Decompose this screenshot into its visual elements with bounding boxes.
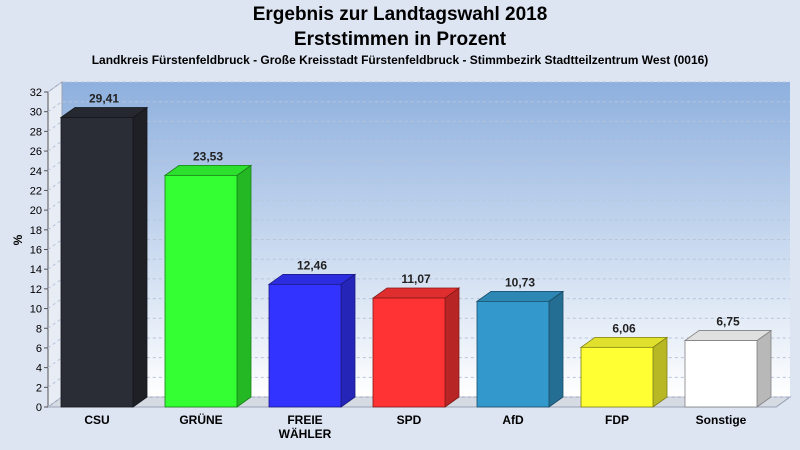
bar-side [444,287,460,408]
bar-top [683,330,773,341]
chart-title: Ergebnis zur Landtagswahl 2018 [252,4,548,25]
value-label: 6,75 [716,315,740,329]
bar-side [756,329,772,408]
category-label: CSU [84,413,109,427]
category-label: AfD [502,413,524,427]
bar-side [340,273,356,408]
chart-subtitle: Landkreis Fürstenfeldbruck - Große Kreis… [91,53,709,67]
bar-top [579,336,669,348]
y-tick-label: 10 [30,304,42,316]
y-tick-label: 32 [30,87,42,99]
bar-csu [59,106,149,408]
category-label: GRÜNE [179,412,222,427]
bar-front [684,340,758,408]
y-tick-label: 8 [36,323,42,335]
bar-top [267,273,357,285]
bar-front [580,346,654,408]
value-label: 29,41 [89,91,119,105]
bar-top [59,107,149,118]
bar-front [372,297,446,408]
bar-front [268,283,342,408]
bar-side [132,106,148,408]
value-label: 12,46 [297,258,327,272]
y-tick-label: 2 [36,382,42,394]
category-label: FDP [605,413,629,427]
y-tick-label: 30 [30,107,42,119]
chart-title-line2: Erststimmen in Prozent [293,29,507,50]
y-tick-label: 22 [30,185,42,197]
bar-spd [371,287,461,408]
y-tick-label: 0 [36,402,42,414]
category-label: SPD [397,413,422,427]
y-tick-label: 26 [30,146,42,158]
bar-top [163,164,253,176]
category-label: Sonstige [696,413,747,427]
y-tick-label: 24 [30,166,42,178]
value-label: 10,73 [505,275,535,289]
y-tick-label: 16 [30,245,42,257]
y-tick-label: 14 [30,264,42,276]
bar-grüne [163,164,253,408]
value-label: 23,53 [193,149,223,163]
y-axis-label: % [11,234,25,245]
y-tick-label: 12 [30,284,42,296]
bar-side [548,290,564,408]
y-tick-label: 18 [30,225,42,237]
bar-side [652,336,668,408]
y-tick-label: 6 [36,343,42,355]
y-tick-label: 4 [36,363,42,375]
bar-front [476,300,550,408]
y-tick-label: 28 [30,126,42,138]
y-tick-label: 20 [30,205,42,217]
bar-top [475,290,565,302]
value-label: 11,07 [401,272,431,286]
category-label: FREIE WÄHLER [279,413,332,441]
bar-fdp [579,336,669,408]
bar-front [164,174,238,408]
value-label: 6,06 [612,321,636,335]
bar-side [236,164,252,408]
bar-sonstige [683,329,773,408]
bar-top [371,287,461,299]
bar-freie-wähler [267,273,357,408]
bar-front [60,117,134,408]
bar-afd [475,290,565,408]
